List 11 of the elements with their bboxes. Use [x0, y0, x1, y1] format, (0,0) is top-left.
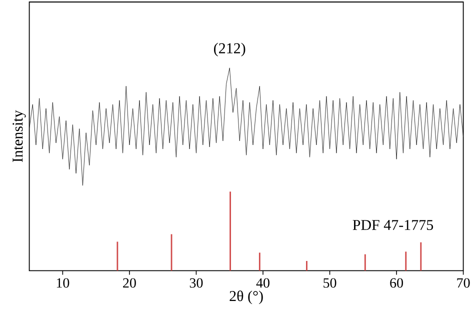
annotation: (212)	[214, 42, 246, 56]
x-tick-label: 20	[123, 278, 136, 288]
y-axis-title: Intensity	[12, 110, 26, 162]
x-tick-label: 30	[190, 278, 203, 288]
x-tick-label: 10	[56, 278, 70, 288]
x-tick-label: 70	[457, 278, 470, 288]
x-axis-title: 2θ (°)	[230, 290, 263, 304]
x-tick-label: 60	[390, 278, 403, 288]
series-label: PDF 47-1775	[352, 220, 434, 230]
x-tick-label: 50	[324, 278, 336, 288]
x-tick-label: 40	[256, 278, 270, 288]
